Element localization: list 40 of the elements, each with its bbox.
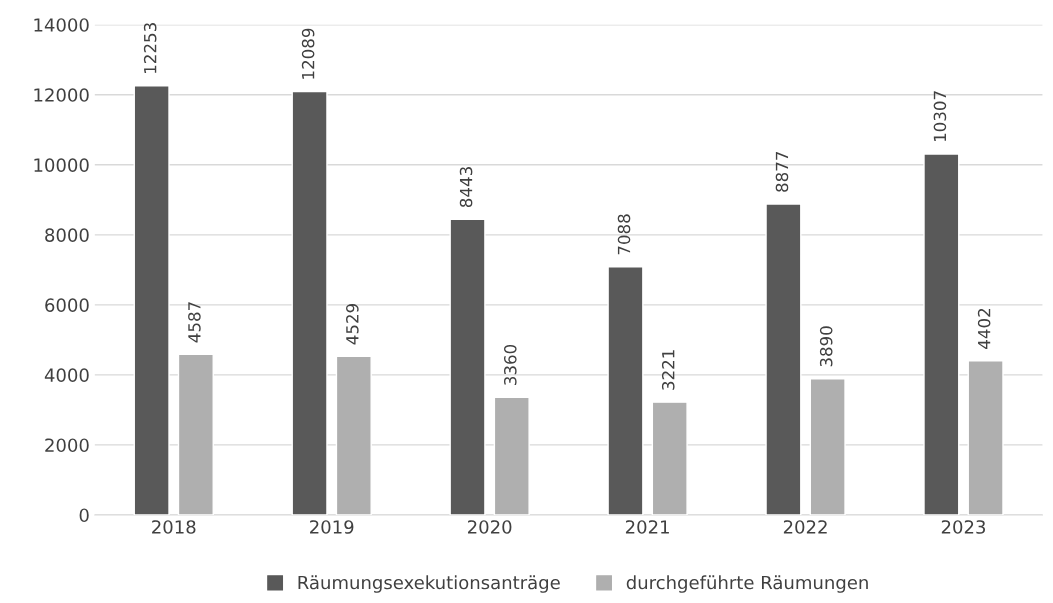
- bar: [493, 396, 530, 515]
- x-tick-label: 2019: [310, 520, 354, 534]
- y-tick-label: 6000: [45, 298, 89, 312]
- data-label: 4402: [977, 308, 991, 349]
- data-label: 8877: [775, 152, 789, 192]
- bar: [765, 203, 802, 515]
- bar: [967, 360, 1004, 515]
- y-tick-label: 4000: [44, 368, 89, 383]
- bar: [607, 266, 644, 515]
- data-label: 3360: [503, 344, 517, 385]
- y-tick-label: 8000: [45, 228, 89, 242]
- x-tick-label: 2018: [152, 520, 196, 534]
- x-tick-label: 2022: [783, 520, 827, 534]
- y-tick-label: 10000: [34, 158, 89, 172]
- legend-label: durchgeführte Räumungen: [626, 575, 868, 593]
- bar: [133, 85, 170, 515]
- y-tick-label: 2000: [45, 438, 89, 453]
- data-label: 10307: [933, 91, 947, 142]
- data-label: 3890: [819, 326, 833, 367]
- y-tick-label: 0: [79, 508, 89, 523]
- data-label: 12253: [143, 23, 157, 73]
- data-label: 12089: [301, 28, 315, 79]
- bar: [177, 353, 214, 515]
- data-label: 4587: [188, 302, 201, 343]
- bar: [923, 153, 960, 515]
- bar: [809, 378, 846, 515]
- legend-label: Räumungsexekutionsanträge: [298, 575, 560, 593]
- bar: [291, 90, 328, 515]
- y-tick-label: 14000: [34, 18, 89, 32]
- data-label: 4529: [346, 304, 359, 345]
- bar: [335, 355, 372, 515]
- x-tick-label: 2023: [941, 520, 986, 534]
- y-tick-label: 12000: [34, 88, 89, 102]
- bar: [651, 401, 688, 515]
- data-label: 3221: [661, 350, 675, 390]
- data-label: 7088: [617, 214, 631, 255]
- x-tick-label: 2021: [625, 520, 669, 534]
- data-label: 8443: [459, 167, 473, 208]
- bar: [449, 218, 486, 515]
- x-tick-label: 2020: [467, 520, 512, 534]
